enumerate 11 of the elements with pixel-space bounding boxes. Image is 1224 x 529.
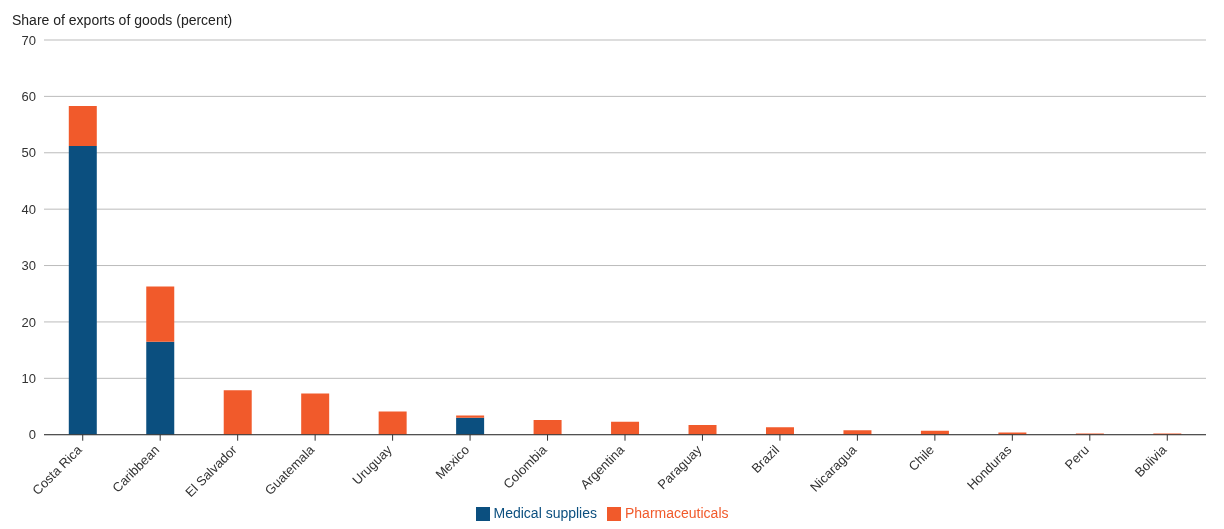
- legend-label: Medical supplies: [493, 504, 597, 521]
- y-tick-label: 50: [21, 145, 36, 161]
- y-tick-label: 70: [21, 32, 36, 48]
- y-tick-label: 0: [28, 427, 36, 443]
- y-tick-label: 60: [21, 89, 36, 104]
- y-tick-label: 40: [21, 201, 36, 217]
- y-tick-label: 10: [21, 370, 36, 386]
- y-tick-label: 30: [21, 258, 36, 274]
- legend-label: Pharmaceuticals: [625, 504, 729, 521]
- y-tick-label: 20: [21, 314, 36, 330]
- y-axis-title: Share of exports of goods (percent): [12, 12, 233, 28]
